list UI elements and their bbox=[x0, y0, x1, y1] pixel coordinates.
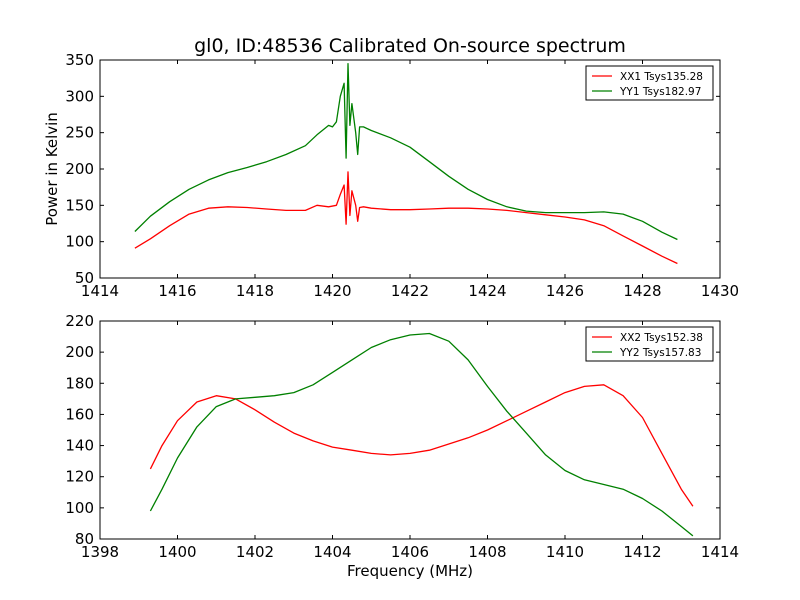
series-line-yy-1 bbox=[134, 62, 678, 241]
x-tick-label: 1402 bbox=[236, 543, 274, 561]
y-tick-label: 220 bbox=[65, 312, 94, 330]
x-tick-label: 1406 bbox=[391, 543, 429, 561]
series-line-xx-2 bbox=[149, 384, 694, 507]
y-tick-label: 160 bbox=[65, 405, 94, 423]
y-tick-label: 200 bbox=[65, 160, 94, 178]
legend-box bbox=[585, 326, 714, 362]
y-tick-label: 150 bbox=[65, 196, 94, 214]
x-tick-label: 1414 bbox=[81, 282, 119, 300]
x-tick-label: 1424 bbox=[468, 282, 506, 300]
y-tick-label: 350 bbox=[65, 51, 94, 69]
y-tick-label: 100 bbox=[65, 499, 94, 517]
y-tick-label: 250 bbox=[65, 124, 94, 142]
legend-box bbox=[585, 65, 714, 101]
x-tick-label: 1414 bbox=[701, 543, 739, 561]
top-plot: 1414 1416 1418 1420 1422 1424 1426 1428 1430 50 10… bbox=[65, 51, 739, 300]
x-tick-label: 1398 bbox=[81, 543, 119, 561]
x-tick-label: 1408 bbox=[468, 543, 506, 561]
y-tick-label: 120 bbox=[65, 468, 94, 486]
legend-label: YY1 Tsys182.97 bbox=[619, 86, 701, 98]
x-tick-label: 1428 bbox=[623, 282, 661, 300]
x-tick-label: 1410 bbox=[546, 543, 584, 561]
y-tick-label: 140 bbox=[65, 437, 94, 455]
y-axis-label: Power in Kelvin bbox=[43, 112, 61, 226]
legend: XX1 Tsys135.28 YY1 Tsys182.97 bbox=[585, 65, 714, 101]
x-tick-label: 1418 bbox=[236, 282, 274, 300]
x-tick-label: 1412 bbox=[623, 543, 661, 561]
x-tick-label: 1422 bbox=[391, 282, 429, 300]
y-tick-label: 300 bbox=[65, 87, 94, 105]
legend-label: YY2 Tsys157.83 bbox=[619, 347, 701, 359]
x-tick-label: 1426 bbox=[546, 282, 584, 300]
y-tick-label: 100 bbox=[65, 233, 94, 251]
x-tick-label: 1430 bbox=[701, 282, 739, 300]
y-tick-label: 80 bbox=[75, 530, 94, 548]
x-axis-label: Frequency (MHz) bbox=[347, 562, 473, 580]
x-tick-label: 1400 bbox=[158, 543, 196, 561]
legend-label: XX1 Tsys135.28 bbox=[620, 71, 703, 83]
x-tick-label: 1420 bbox=[313, 282, 351, 300]
x-tick-label: 1416 bbox=[158, 282, 196, 300]
y-tick-label: 180 bbox=[65, 374, 94, 392]
legend: XX2 Tsys152.38 YY2 Tsys157.83 bbox=[585, 326, 714, 362]
y-tick-label: 50 bbox=[75, 269, 94, 287]
legend-label: XX2 Tsys152.38 bbox=[620, 332, 703, 344]
x-tick-label: 1404 bbox=[313, 543, 351, 561]
series-line-yy-2 bbox=[149, 332, 694, 537]
series-line-xx-1 bbox=[134, 171, 678, 265]
bottom-plot: 1398 1400 1402 1404 1406 1408 1410 1412 1414 80 10… bbox=[65, 312, 739, 561]
y-tick-label: 200 bbox=[65, 343, 94, 361]
chart-title: gl0, ID:48536 Calibrated On-source spect… bbox=[194, 35, 626, 57]
